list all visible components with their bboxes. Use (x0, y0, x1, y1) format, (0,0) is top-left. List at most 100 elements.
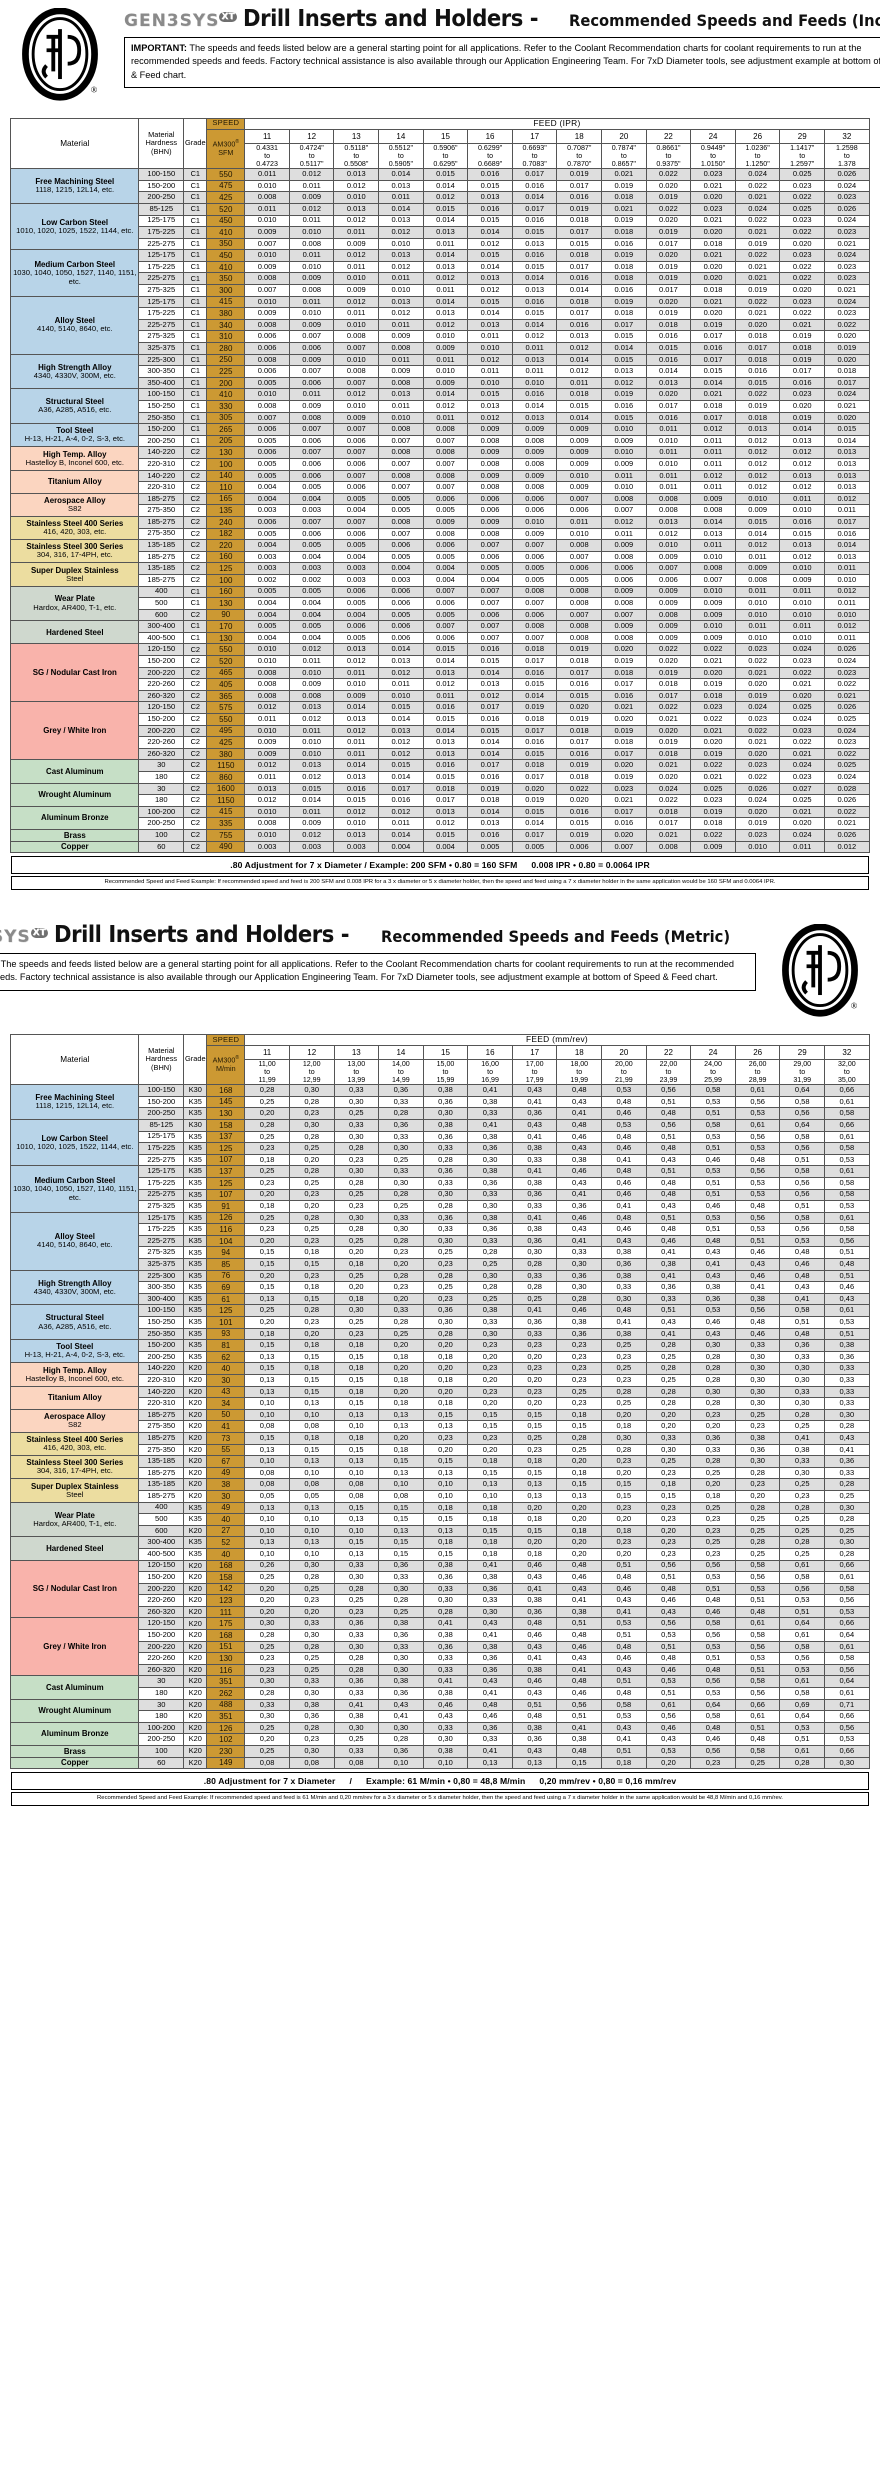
speed-cell: 410 (206, 388, 246, 401)
feed-cell: 0.013 (378, 655, 424, 668)
feed-cell: 0,61 (824, 1571, 870, 1584)
table-row: 175-225 C1 380 0.009 0.010 0.011 0.012 0.013 0.0… (11, 307, 870, 320)
feed-cell: 0.004 (333, 608, 380, 622)
feed-cell: 0.010 (824, 573, 870, 587)
feed-cell: 0,23 (645, 1466, 692, 1480)
feed-cell: 0,15 (378, 1513, 424, 1526)
feed-cell: 0.017 (824, 376, 870, 390)
feed-cell: 0.009 (422, 515, 469, 529)
feed-cell: 0,33 (333, 1629, 380, 1642)
grade-cell: K20 (183, 1617, 208, 1631)
feed-cell: 0.019 (556, 168, 603, 181)
speed-cell: 135 (206, 504, 246, 517)
feed-cell: 0.013 (824, 469, 870, 483)
feed-cell: 0.015 (511, 805, 558, 819)
hardness-cell: 400 (138, 585, 185, 599)
speed-cell: 225 (206, 365, 246, 378)
feed-cell: 0.006 (244, 515, 290, 529)
feed-cell: 0,28 (690, 1455, 736, 1468)
material-name-cell: Brass (10, 828, 140, 842)
feed-cell: 0,28 (601, 1443, 647, 1457)
feed-cell: 0.020 (690, 307, 736, 320)
feed-cell: 0.012 (378, 226, 424, 239)
feed-cell: 0.020 (511, 782, 558, 796)
feed-cell: 0,25 (824, 1524, 870, 1538)
feed-cell: 0,08 (288, 1756, 335, 1770)
feed-cell: 0,20 (511, 1501, 558, 1515)
feed-cell: 0,38 (422, 1084, 469, 1097)
feed-cell: 0.021 (779, 678, 826, 691)
inch-example-note: Recommended Speed and Feed Example: If r… (11, 875, 869, 891)
feed-cell: 0,28 (824, 1420, 870, 1433)
feed-cell: 0,33 (824, 1466, 870, 1480)
feed-cell: 0.024 (824, 214, 870, 228)
speed-cell: 310 (206, 330, 246, 344)
hardness-cell: 100-150 (138, 168, 185, 181)
feed-cell: 0,15 (556, 1478, 603, 1491)
feed-cell: 0.003 (244, 562, 290, 575)
feed-cell: 0,10 (244, 1547, 290, 1561)
feed-cell: 0.022 (779, 736, 826, 749)
feed-cell: 0.011 (422, 284, 469, 297)
inch-header-row-2: AM300® SFM 11 12 13 14 15 16 17 18 20 22 24 26 29 32 (11, 128, 870, 170)
feed-cell: 0.013 (288, 759, 335, 772)
feed-cell: 0,28 (645, 1339, 692, 1352)
feed-cell: 0.022 (779, 260, 826, 274)
material-name-cell: Aluminum Bronze (10, 805, 140, 830)
feed-cell: 0,18 (244, 1153, 290, 1167)
feed-cell: 0.018 (645, 747, 692, 761)
feed-cell: 0.009 (690, 597, 736, 610)
feed-cell: 0,30 (288, 1084, 335, 1097)
feed-cell: 0,36 (467, 1582, 513, 1596)
table-row: Wrought Aluminum 30 C2 1600 0.013 0.015 0.016 0… (10, 782, 870, 807)
feed-cell: 0,61 (779, 1745, 826, 1758)
feed-cell: 0.023 (690, 202, 736, 216)
feed-cell: 0.006 (378, 597, 424, 610)
feed-cell: 0,43 (734, 1258, 781, 1271)
feed-cell: 0.014 (511, 689, 558, 703)
hardness-cell: 100-150 (138, 388, 185, 401)
feed-cell: 0,58 (734, 1629, 781, 1642)
hardness-cell: 400 (138, 1501, 185, 1515)
feed-cell: 0,25 (779, 1478, 826, 1491)
feed-cell: 0.008 (601, 597, 647, 610)
feed-cell: 0.008 (601, 550, 647, 564)
feed-cell: 0.013 (467, 191, 513, 204)
material-name-cell: Grey / White Iron (10, 1617, 140, 1677)
feed-cell: 0.014 (511, 191, 558, 204)
feed-cell: 0.008 (288, 284, 335, 297)
table-row: 260-320 K20 111 0,20 0,20 0,23 0,25 0,28 0,30 0,3… (11, 1605, 870, 1619)
feed-cell: 0.004 (288, 597, 335, 610)
feed-cell: 0.005 (244, 620, 290, 633)
material-name-cell: Aerospace Alloy S82 (10, 492, 140, 517)
feed-cell: 0,25 (601, 1397, 647, 1410)
table-row: 180 C2 860 0.011 0.012 0.013 0.014 0.015 0.016 0.… (11, 771, 870, 784)
feed-cell: 0,41 (511, 1165, 558, 1178)
feed-cell: 0,15 (244, 1339, 290, 1352)
feed-cell: 0,33 (244, 1698, 290, 1712)
hardness-cell: 185-275 (138, 515, 185, 529)
feed-cell: 0.014 (333, 759, 380, 772)
feed-cell: 0.022 (645, 643, 692, 657)
feed-cell: 0.018 (690, 817, 736, 830)
grade-cell: K35 (183, 1165, 208, 1178)
feed-cell: 0.019 (601, 179, 647, 193)
hardness-cell: 140-220 (138, 469, 185, 483)
feed-cell: 0,25 (244, 1721, 290, 1735)
table-row: Aluminum Bronze 100-200 C2 415 0.010 0.011 0.0… (10, 805, 870, 830)
grade-cell: C1 (183, 400, 208, 413)
feed-cell: 0.017 (422, 794, 469, 807)
feed-cell: 0.007 (422, 457, 469, 471)
feed-cell: 0.021 (645, 713, 692, 726)
speed-cell: 130 (206, 631, 246, 645)
header-dia-number: 20 (601, 1044, 647, 1060)
feed-cell: 0,28 (378, 1733, 424, 1746)
material-name-cell: Copper (10, 840, 140, 854)
feed-cell: 0.026 (734, 782, 781, 796)
speed-cell: 38 (206, 1478, 246, 1491)
feed-cell: 0.011 (556, 376, 603, 390)
feed-cell: 0,30 (244, 1617, 290, 1631)
feed-cell: 0,61 (824, 1640, 870, 1654)
feed-cell: 0.019 (601, 724, 647, 738)
